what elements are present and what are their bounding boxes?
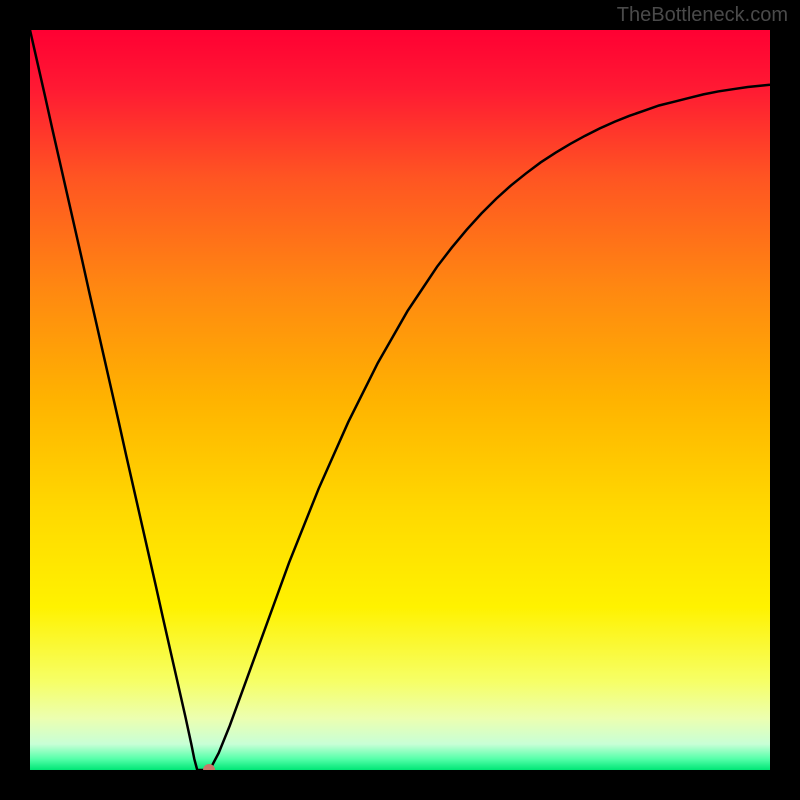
chart-container: TheBottleneck.com (0, 0, 800, 800)
plot-area (30, 30, 770, 770)
gradient-background (30, 30, 770, 770)
watermark-text: TheBottleneck.com (617, 4, 788, 27)
plot-svg (30, 30, 770, 770)
